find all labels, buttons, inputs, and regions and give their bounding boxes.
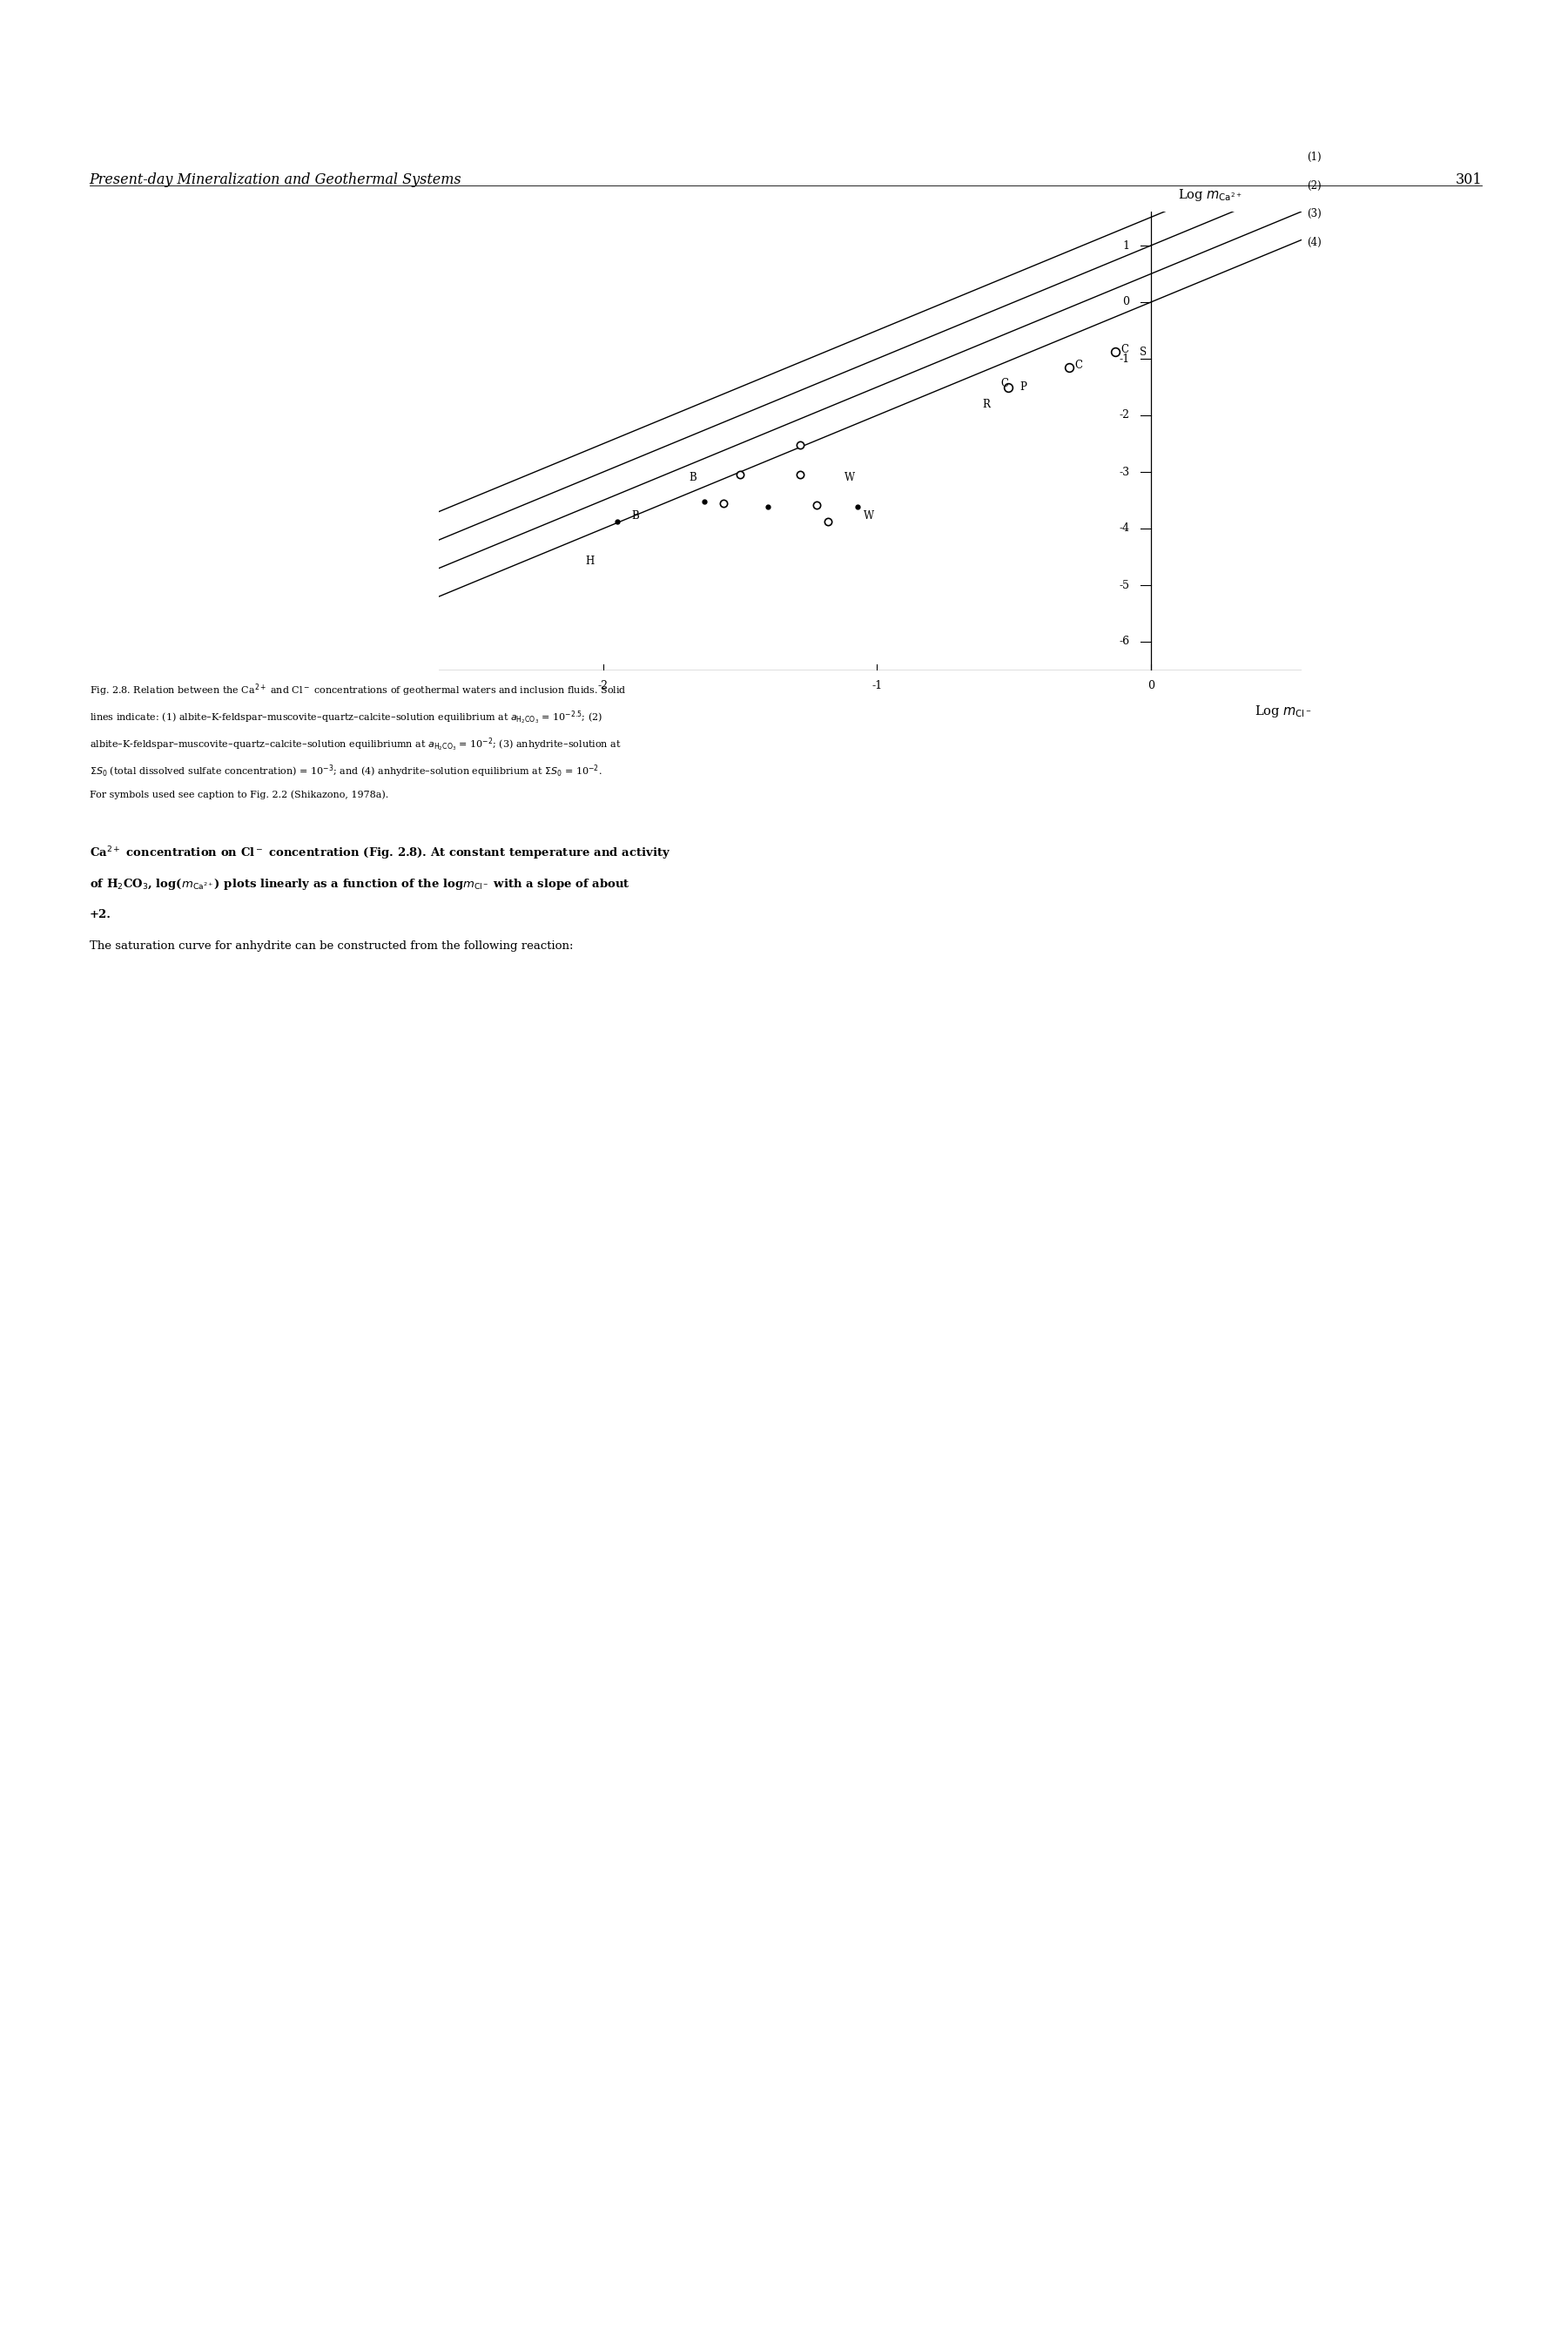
Text: lines indicate: (1) albite–K-feldspar–muscovite–quartz–calcite–solution equilibr: lines indicate: (1) albite–K-feldspar–mu… xyxy=(89,710,602,726)
Text: -2: -2 xyxy=(597,679,608,691)
Text: R: R xyxy=(983,397,991,409)
Text: (2): (2) xyxy=(1306,181,1322,190)
Text: C: C xyxy=(1074,360,1082,371)
Text: (3): (3) xyxy=(1306,209,1322,219)
Text: 1: 1 xyxy=(1123,240,1129,252)
Text: For symbols used see caption to Fig. 2.2 (Shikazono, 1978a).: For symbols used see caption to Fig. 2.2… xyxy=(89,790,389,799)
Text: W: W xyxy=(844,473,855,484)
Text: The saturation curve for anhydrite can be constructed from the following reactio: The saturation curve for anhydrite can b… xyxy=(89,940,572,952)
Text: -5: -5 xyxy=(1120,578,1129,590)
Text: -6: -6 xyxy=(1120,637,1129,647)
Text: W: W xyxy=(864,510,873,522)
Text: B: B xyxy=(688,473,696,484)
Text: +2.: +2. xyxy=(89,910,111,919)
Text: (1): (1) xyxy=(1306,150,1322,162)
Text: -1: -1 xyxy=(872,679,883,691)
Text: (4): (4) xyxy=(1306,237,1322,247)
Text: H: H xyxy=(585,555,594,567)
Text: Fig. 2.8. Relation between the Ca$^{2+}$ and Cl$^-$ concentrations of geothermal: Fig. 2.8. Relation between the Ca$^{2+}$… xyxy=(89,682,626,698)
Text: $\Sigma S_0$ (total dissolved sulfate concentration) = 10$^{-3}$; and (4) anhydr: $\Sigma S_0$ (total dissolved sulfate co… xyxy=(89,764,602,778)
Text: C: C xyxy=(1000,379,1008,390)
Text: S: S xyxy=(1140,346,1146,357)
Text: -3: -3 xyxy=(1120,465,1129,477)
Text: Ca$^{2+}$ concentration on Cl$^-$ concentration (Fig. 2.8). At constant temperat: Ca$^{2+}$ concentration on Cl$^-$ concen… xyxy=(89,846,671,863)
Text: C: C xyxy=(1121,343,1129,355)
Text: -4: -4 xyxy=(1120,522,1129,534)
Text: P: P xyxy=(1019,381,1027,393)
Text: -1: -1 xyxy=(1120,353,1129,364)
Text: -2: -2 xyxy=(1120,409,1129,421)
Text: albite–K-feldspar–muscovite–quartz–calcite–solution equilibriumn at $a_{\mathrm{: albite–K-feldspar–muscovite–quartz–calci… xyxy=(89,736,621,752)
Text: Log $m_{\mathrm{Ca}^{2+}}$: Log $m_{\mathrm{Ca}^{2+}}$ xyxy=(1178,188,1242,202)
Text: 0: 0 xyxy=(1123,296,1129,308)
Text: of H$_2$CO$_3$, log($m_{\mathrm{Ca}^{2+}}$) plots linearly as a function of the : of H$_2$CO$_3$, log($m_{\mathrm{Ca}^{2+}… xyxy=(89,877,630,891)
Text: B: B xyxy=(632,510,638,522)
Text: Log $m_{\mathrm{Cl}^-}$: Log $m_{\mathrm{Cl}^-}$ xyxy=(1254,703,1312,719)
Text: 0: 0 xyxy=(1148,679,1154,691)
Text: 301: 301 xyxy=(1455,174,1482,188)
Text: Present-day Mineralization and Geothermal Systems: Present-day Mineralization and Geotherma… xyxy=(89,174,461,188)
